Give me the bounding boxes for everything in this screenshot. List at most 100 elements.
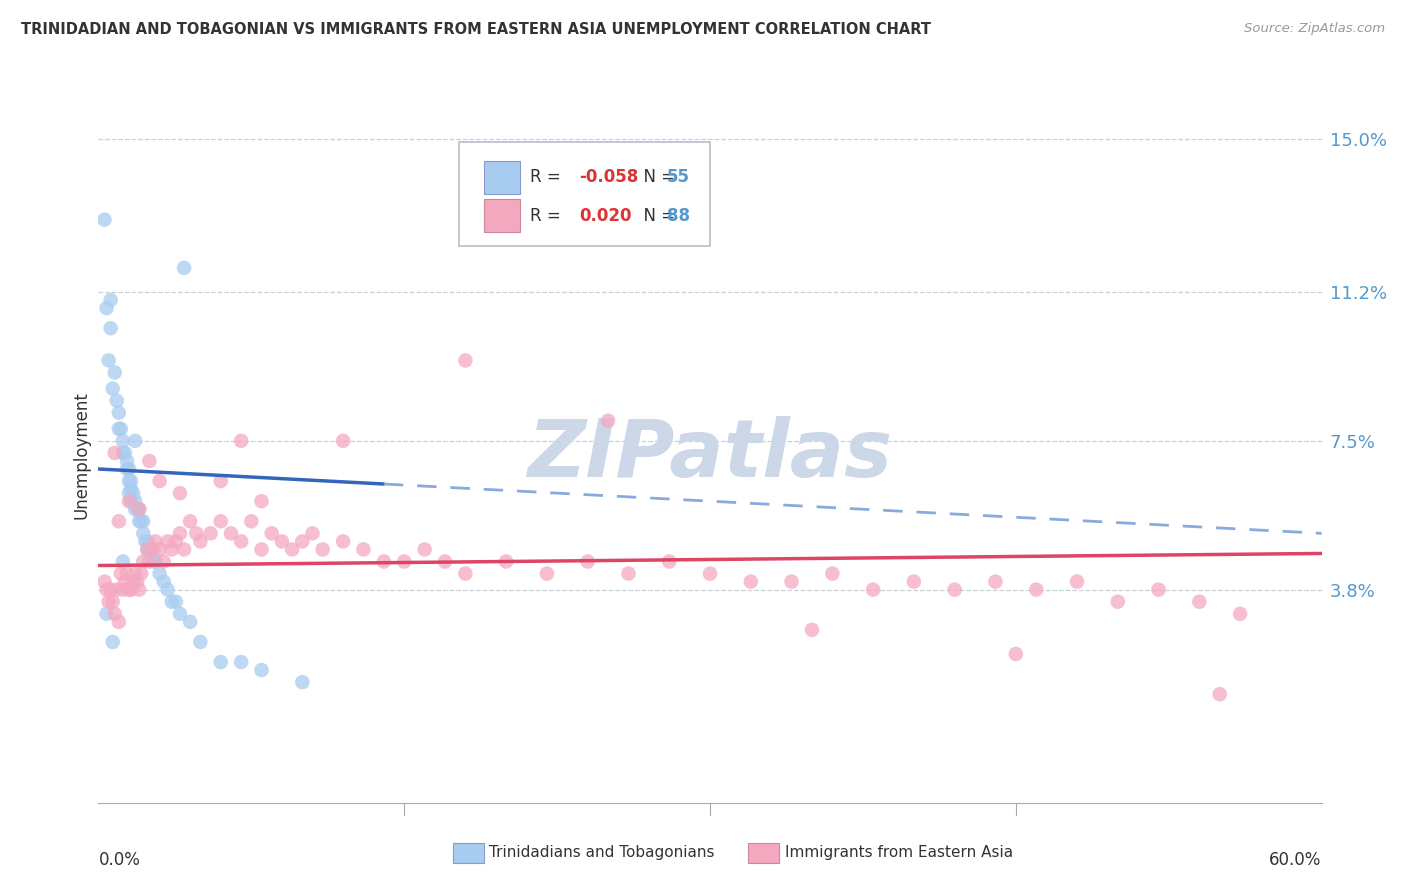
Point xyxy=(136,542,159,557)
Point xyxy=(291,534,314,549)
Point xyxy=(392,554,416,568)
Text: 88: 88 xyxy=(668,207,690,225)
FancyBboxPatch shape xyxy=(484,161,520,194)
Point xyxy=(118,474,141,488)
Point xyxy=(100,321,122,335)
Point xyxy=(96,301,118,315)
FancyBboxPatch shape xyxy=(460,142,710,246)
Y-axis label: Unemployment: Unemployment xyxy=(72,391,90,519)
Point xyxy=(1209,687,1232,701)
Text: 0.0%: 0.0% xyxy=(98,851,141,869)
Point xyxy=(132,554,155,568)
Text: -0.058: -0.058 xyxy=(579,169,638,186)
Point xyxy=(270,534,294,549)
Point xyxy=(1004,647,1026,661)
Point xyxy=(332,434,354,448)
Point xyxy=(122,574,145,589)
Text: R =: R = xyxy=(530,207,571,225)
Point xyxy=(1066,574,1088,589)
Point xyxy=(110,566,132,581)
Point xyxy=(104,607,127,621)
Point xyxy=(454,566,477,581)
Point xyxy=(291,675,314,690)
Point xyxy=(903,574,925,589)
Text: TRINIDADIAN AND TOBAGONIAN VS IMMIGRANTS FROM EASTERN ASIA UNEMPLOYMENT CORRELAT: TRINIDADIAN AND TOBAGONIAN VS IMMIGRANTS… xyxy=(21,22,931,37)
Point xyxy=(105,393,128,408)
Point xyxy=(118,582,141,597)
FancyBboxPatch shape xyxy=(484,199,520,232)
Point xyxy=(250,494,273,508)
Point xyxy=(134,534,156,549)
Point xyxy=(186,526,208,541)
Point xyxy=(250,663,273,677)
Point xyxy=(129,566,152,581)
Point xyxy=(100,293,122,307)
Point xyxy=(352,542,374,557)
Point xyxy=(101,595,124,609)
Point xyxy=(179,514,201,528)
Point xyxy=(108,406,131,420)
Point xyxy=(984,574,1007,589)
Point xyxy=(132,526,155,541)
Point xyxy=(740,574,762,589)
Point xyxy=(281,542,304,557)
Point xyxy=(188,635,212,649)
Point xyxy=(108,615,131,629)
Point xyxy=(108,422,131,436)
Text: Immigrants from Eastern Asia: Immigrants from Eastern Asia xyxy=(785,846,1012,860)
Point xyxy=(658,554,681,568)
Point xyxy=(173,260,195,275)
Point xyxy=(145,534,167,549)
Point xyxy=(576,554,599,568)
Point xyxy=(231,655,253,669)
Text: 0.020: 0.020 xyxy=(579,207,631,225)
Point xyxy=(115,566,138,581)
Point xyxy=(141,542,163,557)
Point xyxy=(110,422,132,436)
Point xyxy=(943,582,966,597)
Point xyxy=(169,607,191,621)
Text: Trinidadians and Tobagonians: Trinidadians and Tobagonians xyxy=(489,846,714,860)
Point xyxy=(120,582,142,597)
Point xyxy=(160,595,183,609)
Point xyxy=(160,542,183,557)
Point xyxy=(108,514,131,528)
Point xyxy=(136,534,159,549)
Point xyxy=(260,526,283,541)
Point xyxy=(209,474,232,488)
Point xyxy=(188,534,212,549)
Point xyxy=(115,454,138,468)
Point xyxy=(118,486,141,500)
Point xyxy=(156,582,179,597)
Point xyxy=(120,482,142,496)
Point xyxy=(105,582,128,597)
Point xyxy=(124,494,146,508)
Point xyxy=(127,502,149,516)
Point xyxy=(118,494,141,508)
Point xyxy=(1147,582,1170,597)
Point xyxy=(97,595,120,609)
Point xyxy=(536,566,558,581)
Point xyxy=(373,554,395,568)
Point xyxy=(250,542,273,557)
Point xyxy=(209,514,232,528)
Point xyxy=(138,542,160,557)
Point xyxy=(124,434,146,448)
Point xyxy=(165,534,187,549)
Point xyxy=(111,446,134,460)
Point xyxy=(128,514,150,528)
Point xyxy=(93,574,115,589)
Point xyxy=(495,554,517,568)
Point xyxy=(173,542,195,557)
Point xyxy=(152,574,174,589)
Point xyxy=(101,382,124,396)
Point xyxy=(128,502,150,516)
Point xyxy=(120,494,142,508)
Point xyxy=(145,554,167,568)
Point xyxy=(1107,595,1129,609)
Point xyxy=(124,566,146,581)
Text: Source: ZipAtlas.com: Source: ZipAtlas.com xyxy=(1244,22,1385,36)
Point xyxy=(93,212,115,227)
Point xyxy=(128,582,150,597)
Point xyxy=(312,542,335,557)
